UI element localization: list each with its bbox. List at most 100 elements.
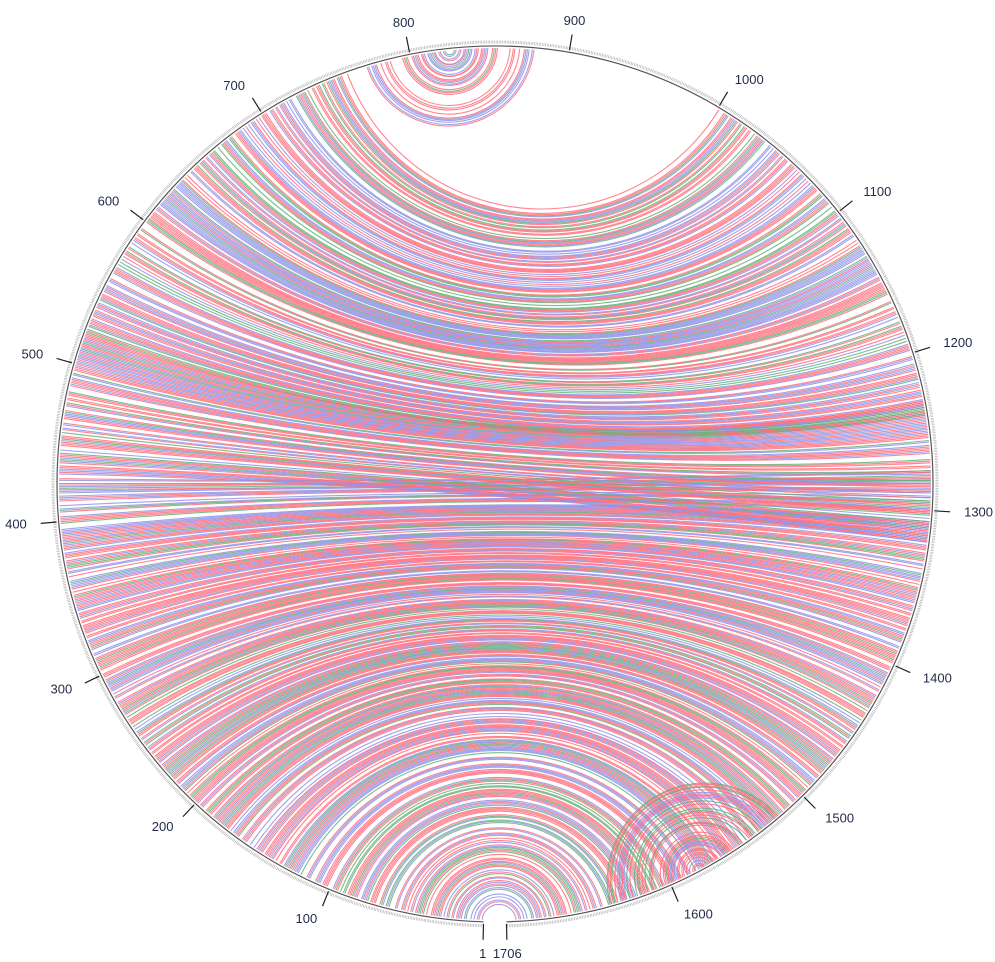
tick-1200	[914, 346, 931, 353]
base-pair-arc	[372, 49, 529, 122]
base-pair-arc	[617, 791, 770, 902]
base-pair-arc	[67, 399, 931, 471]
base-pair-arc	[430, 48, 470, 69]
sequence-ring	[51, 40, 939, 928]
base-pair-arc	[283, 102, 777, 257]
base-pair-arc	[59, 459, 929, 529]
base-pair-arc	[175, 186, 866, 340]
base-pair-arc	[161, 641, 834, 766]
base-pair-arc	[280, 103, 779, 259]
base-pair-arc	[257, 719, 739, 851]
base-pair-arc	[333, 778, 664, 890]
base-pair-arc	[90, 566, 903, 648]
base-pair-arc	[229, 137, 822, 297]
base-pair-arc	[434, 49, 465, 65]
base-pair-arc	[74, 368, 929, 451]
base-pair-arc	[370, 806, 628, 903]
base-pair-arc	[465, 888, 533, 920]
tick-600	[130, 209, 144, 221]
base-pair-arc	[72, 536, 920, 593]
base-pair-arc	[140, 229, 892, 371]
base-pair-arc	[234, 700, 763, 835]
base-pair-arc	[64, 517, 927, 556]
base-pair-arc	[288, 99, 772, 253]
base-pair-arc	[156, 636, 839, 760]
base-pair-arc	[201, 160, 845, 319]
base-pair-arc	[90, 321, 924, 430]
base-pair-arc	[71, 535, 921, 590]
base-pair-arc	[85, 558, 908, 634]
base-pair-arc	[206, 156, 842, 315]
base-pair-arc	[121, 258, 905, 391]
base-pair-arc	[67, 524, 925, 570]
base-pair-arc	[148, 219, 887, 364]
base-pair-arc	[425, 853, 572, 915]
base-pair-arc	[149, 216, 885, 362]
base-pair-arc	[164, 643, 831, 770]
base-pair-arc	[136, 617, 859, 733]
base-pair-arc	[402, 833, 596, 911]
base-pair-arc	[227, 695, 769, 830]
base-pair-arc	[89, 565, 904, 646]
base-pair-arc	[270, 109, 788, 266]
base-pair-arc	[103, 290, 917, 411]
base-pair-arc	[58, 476, 931, 486]
base-pair-arc	[202, 675, 794, 808]
base-pair-arc	[159, 639, 836, 764]
base-pair-arc	[74, 366, 929, 450]
base-pair-arc	[166, 645, 829, 772]
base-pair-arc	[94, 310, 922, 423]
base-pair-arc	[64, 416, 932, 486]
base-pair-arc	[253, 120, 803, 280]
base-pair-arc	[102, 582, 891, 675]
base-pair-arc	[269, 110, 789, 267]
base-pair-arc	[155, 635, 840, 759]
base-pair-arc	[83, 555, 910, 628]
base-pair-arc	[213, 150, 836, 309]
base-pair-arc	[94, 309, 921, 422]
base-pair-arc	[62, 427, 931, 497]
base-pair-arc	[93, 313, 922, 425]
base-pair-arc	[59, 462, 929, 532]
base-pair-arc	[172, 189, 868, 343]
base-pair-arc	[262, 114, 795, 273]
base-pair-arc	[167, 195, 872, 347]
base-pair-arc	[212, 151, 837, 310]
base-pair-arc	[106, 586, 888, 682]
nucleotide-ring	[51, 40, 939, 928]
base-pair-arc	[191, 170, 854, 327]
base-pair-arc	[373, 809, 625, 903]
base-pair-arc	[89, 564, 904, 645]
base-pair-arc	[110, 278, 913, 403]
base-pair-arc	[301, 92, 761, 244]
base-pair-arc	[59, 470, 928, 540]
base-pair-arc	[169, 193, 871, 345]
base-pair-arc	[313, 87, 750, 235]
base-pair-arc	[115, 268, 909, 397]
base-pair-arc	[440, 865, 558, 917]
base-pair-arc	[194, 668, 802, 801]
base-pair-arc	[148, 629, 847, 750]
label-700: 700	[223, 78, 245, 93]
base-pair-arc	[171, 650, 824, 778]
base-pair-arc	[250, 122, 805, 282]
base-pair-arc	[130, 612, 864, 725]
base-pair-arc	[93, 312, 922, 424]
base-pair-arc	[101, 295, 918, 413]
base-pair-arc	[208, 680, 788, 814]
base-pair-arc	[411, 48, 489, 86]
base-pair-arc	[367, 804, 631, 902]
base-pair-arc	[414, 48, 486, 83]
base-pair-arc	[210, 682, 786, 816]
base-pair-arc	[63, 514, 928, 551]
tick-900	[568, 34, 573, 51]
base-pair-arc	[141, 623, 853, 741]
base-pair-arc	[226, 694, 770, 829]
base-pair-arc	[685, 856, 711, 876]
base-pair-arc	[180, 181, 863, 336]
base-pair-arc	[330, 79, 735, 222]
base-pair-arc	[280, 736, 717, 865]
base-pair-arc	[70, 384, 930, 461]
base-pair-arc	[256, 718, 741, 850]
base-pair-arc	[137, 619, 857, 736]
